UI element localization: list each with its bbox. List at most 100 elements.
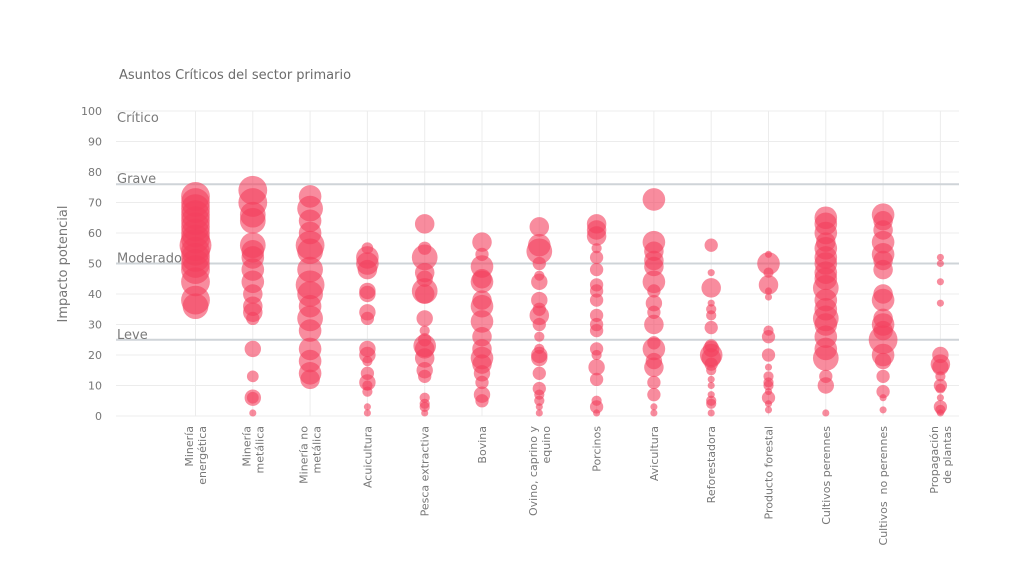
bubble[interactable] (363, 409, 371, 417)
bubble[interactable] (300, 369, 320, 390)
bubble[interactable] (936, 259, 944, 268)
bubble[interactable] (764, 363, 773, 371)
bubble[interactable] (589, 262, 604, 277)
bubble[interactable] (526, 238, 553, 265)
bubble[interactable] (707, 269, 715, 277)
bubble[interactable] (761, 391, 776, 405)
bubble[interactable] (871, 288, 895, 312)
bubble[interactable] (589, 250, 604, 265)
bubble[interactable] (182, 293, 209, 320)
bubble[interactable] (535, 409, 543, 417)
bubble[interactable] (644, 357, 664, 377)
bubble[interactable] (589, 308, 604, 322)
bubble[interactable] (414, 214, 435, 234)
bubble[interactable] (470, 310, 494, 333)
bubble[interactable] (532, 366, 546, 380)
bubble[interactable] (706, 310, 717, 321)
bubble[interactable] (764, 293, 773, 301)
bubble[interactable] (357, 259, 378, 280)
bubble[interactable] (932, 359, 949, 376)
bubble[interactable] (642, 337, 666, 361)
bubble[interactable] (529, 217, 550, 237)
bubble[interactable] (249, 409, 257, 417)
bubble[interactable] (757, 252, 780, 275)
bubble[interactable] (297, 238, 323, 265)
bubble[interactable] (707, 375, 715, 383)
bubble[interactable] (414, 284, 435, 304)
bubble[interactable] (246, 391, 259, 404)
bubble[interactable] (593, 409, 601, 417)
bubble[interactable] (822, 409, 830, 417)
bubble[interactable] (532, 256, 546, 271)
bubble[interactable] (763, 380, 774, 391)
bubble[interactable] (534, 395, 545, 406)
bubble[interactable] (879, 394, 887, 402)
bubble[interactable] (879, 406, 887, 414)
bubble[interactable] (647, 388, 661, 402)
bubble[interactable] (763, 267, 774, 278)
bubble[interactable] (298, 319, 322, 342)
bubble[interactable] (362, 356, 373, 367)
bubble[interactable] (935, 383, 946, 394)
bubble[interactable] (707, 381, 715, 390)
bubble[interactable] (936, 394, 944, 402)
bubble[interactable] (414, 348, 435, 368)
bubble[interactable] (475, 394, 489, 408)
bubble[interactable] (817, 377, 834, 394)
bubble[interactable] (647, 375, 661, 390)
bubble[interactable] (701, 278, 721, 298)
bubble[interactable] (706, 365, 717, 376)
bubble[interactable] (644, 314, 664, 335)
bubble[interactable] (475, 375, 489, 390)
bubble[interactable] (935, 371, 946, 382)
bubble[interactable] (591, 349, 602, 361)
bubble[interactable] (642, 188, 666, 211)
bubble[interactable] (761, 348, 776, 362)
bubble[interactable] (936, 299, 944, 307)
bubble[interactable] (650, 409, 658, 417)
bubble[interactable] (418, 369, 432, 383)
bubble[interactable] (704, 238, 718, 252)
bubble[interactable] (586, 226, 607, 246)
bubble[interactable] (363, 403, 371, 411)
bubble[interactable] (589, 323, 604, 338)
bubble[interactable] (647, 284, 661, 298)
bubble[interactable] (589, 293, 604, 307)
bubble[interactable] (936, 409, 944, 417)
bubble[interactable] (644, 256, 664, 277)
bubble[interactable] (650, 403, 658, 411)
bubble[interactable] (936, 253, 944, 261)
bubble[interactable] (362, 386, 373, 397)
bubble[interactable] (535, 403, 543, 411)
bubble[interactable] (706, 398, 717, 409)
bubble[interactable] (876, 369, 890, 383)
bubble[interactable] (764, 406, 773, 414)
bubble[interactable] (246, 311, 260, 326)
bubble[interactable] (239, 207, 266, 234)
bubble[interactable] (534, 331, 545, 342)
bubble[interactable] (421, 409, 429, 417)
bubble[interactable] (411, 244, 438, 271)
bubble[interactable] (876, 384, 890, 399)
bubble[interactable] (589, 284, 604, 298)
bubble[interactable] (472, 232, 492, 252)
bubble[interactable] (764, 400, 773, 408)
bubble[interactable] (589, 372, 604, 387)
bubble[interactable] (758, 275, 779, 295)
bubble[interactable] (360, 311, 375, 326)
bubble[interactable] (761, 330, 776, 344)
bubble[interactable] (419, 401, 430, 412)
bubble[interactable] (416, 310, 433, 327)
bubble[interactable] (419, 325, 430, 336)
bubble[interactable] (704, 320, 718, 335)
bubble[interactable] (589, 400, 604, 414)
bubble[interactable] (588, 359, 605, 376)
bubble[interactable] (936, 278, 944, 286)
bubble[interactable] (874, 352, 892, 370)
bubble[interactable] (531, 273, 548, 290)
bubble[interactable] (470, 270, 494, 294)
bubble[interactable] (764, 287, 773, 295)
bubble[interactable] (532, 317, 546, 332)
bubble[interactable] (244, 340, 261, 358)
bubble[interactable] (246, 370, 259, 383)
